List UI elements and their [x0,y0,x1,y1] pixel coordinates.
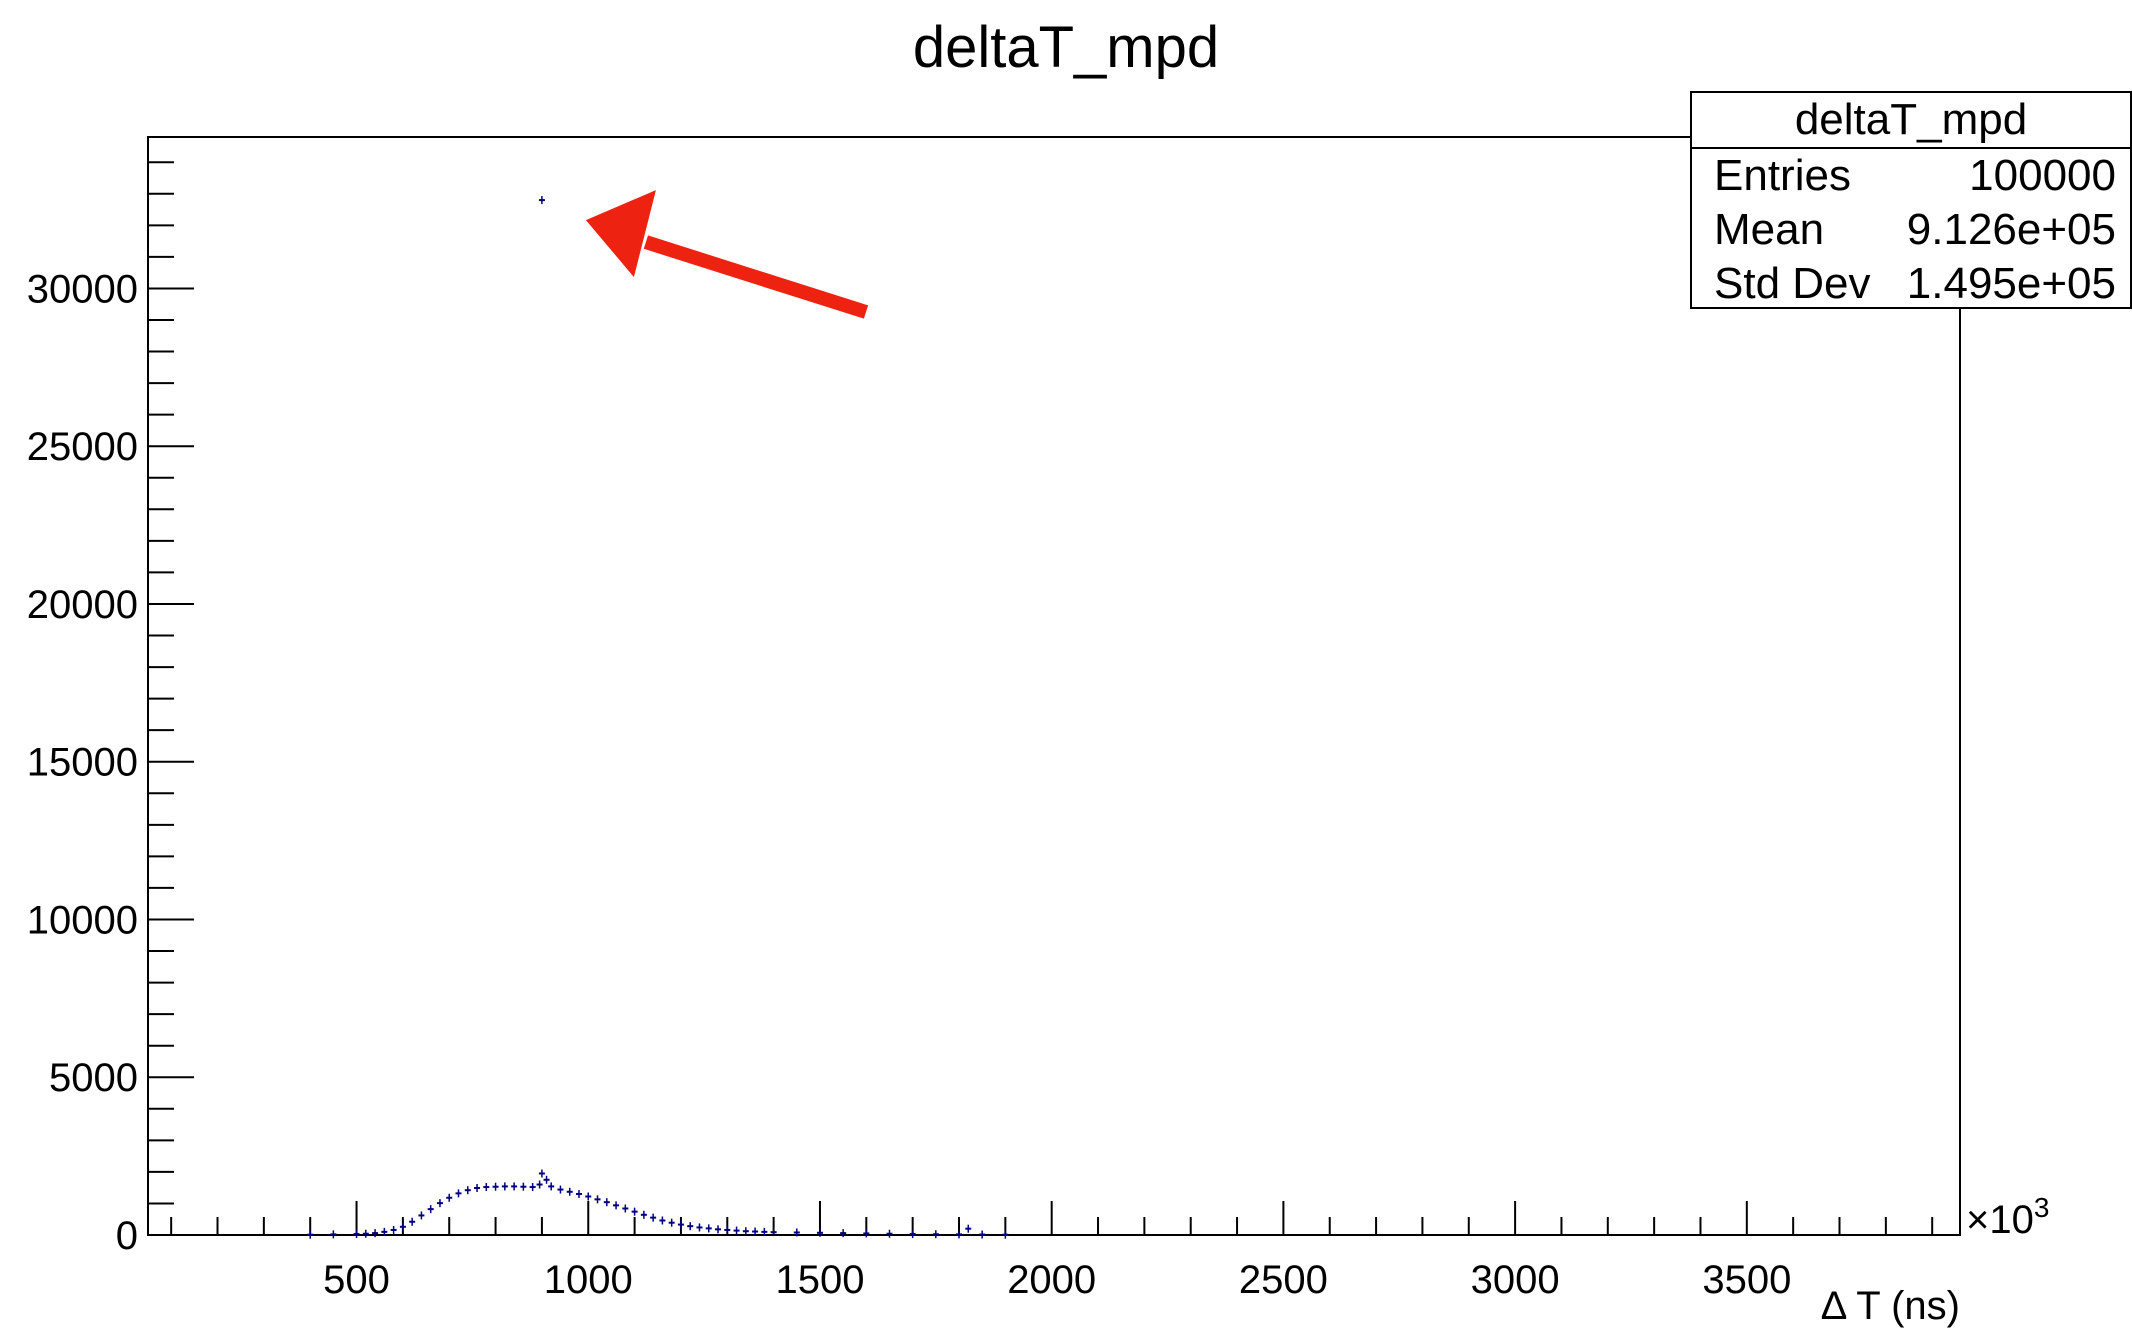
y-tick-label: 5000 [49,1056,138,1100]
y-tick-label: 30000 [27,267,138,311]
stats-label: Entries [1714,151,1851,200]
x-tick-label: 3500 [1702,1258,1791,1302]
stats-label: Mean [1714,205,1825,254]
chart-title: deltaT_mpd [912,15,1220,80]
annotation-layer [585,190,869,319]
axes-layer: 0 5000 10000 15000 20000 25000 30000 500 1000 150… [27,136,2049,1328]
stats-label: Std Dev [1714,259,1871,308]
y-tick-label: 25000 [27,425,138,469]
y-tick-label: 20000 [27,583,138,627]
x-axis-title: Δ T (ns) [1821,1284,1960,1328]
x-tick-label: 500 [323,1258,390,1302]
stats-value: 1.495e+05 [1906,259,2116,308]
plot-frame [147,136,1961,1236]
stats-title: deltaT_mpd [1692,93,2130,149]
stats-row-mean: Mean 9.126e+05 [1714,203,2116,257]
x-tick-label: 1500 [775,1258,864,1302]
stats-row-entries: Entries 100000 [1714,149,2116,203]
stats-row-stddev: Std Dev 1.495e+05 [1714,257,2116,311]
x-exponent-label: ×103 [1966,1192,2049,1242]
stats-box: deltaT_mpd Entries 100000 Mean 9.126e+05… [1690,91,2132,309]
data-layer [307,196,1009,1239]
stats-value: 100000 [1969,151,2116,200]
x-tick-label: 1000 [544,1258,633,1302]
x-tick-label: 2000 [1007,1258,1096,1302]
stats-value: 9.126e+05 [1906,205,2116,254]
y-tick-label: 10000 [27,898,138,942]
x-tick-label: 2500 [1239,1258,1328,1302]
x-tick-label: 3000 [1471,1258,1560,1302]
annotation-arrow-shaft [643,235,869,319]
annotation-arrow-head [585,190,656,278]
y-tick-label: 15000 [27,741,138,785]
x-exponent: 3 [2034,1192,2050,1223]
y-tick-label: 0 [116,1214,138,1258]
